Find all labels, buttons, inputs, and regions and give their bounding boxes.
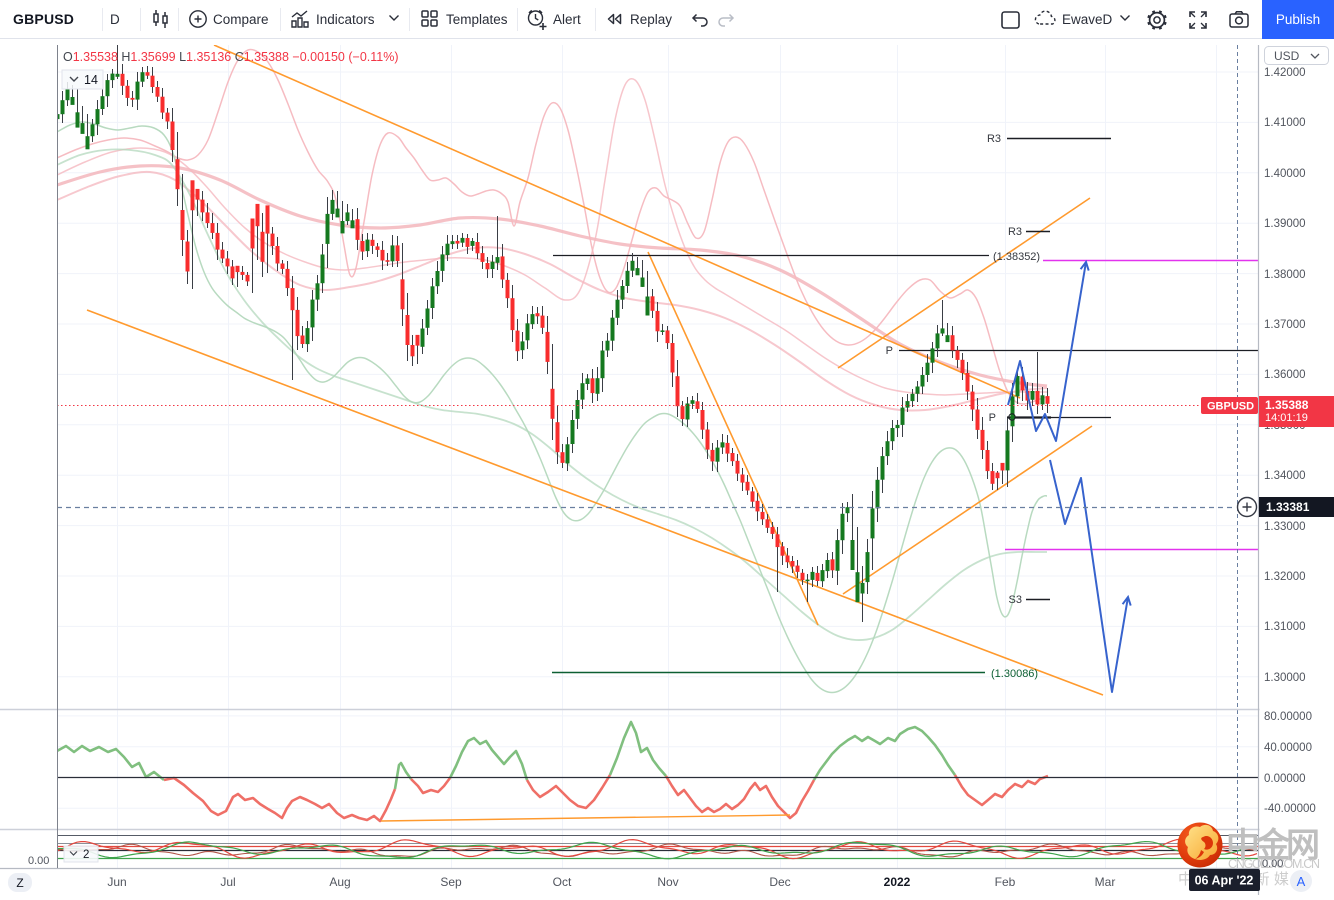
svg-text:P: P [886,345,893,357]
svg-text:1.30000: 1.30000 [1264,672,1306,684]
svg-text:80.00000: 80.00000 [1264,711,1312,723]
svg-text:40.00000: 40.00000 [1264,742,1312,754]
svg-text:1.39000: 1.39000 [1264,218,1306,230]
svg-text:0.00: 0.00 [28,855,49,867]
svg-text:1.38000: 1.38000 [1264,269,1306,281]
svg-text:Aug: Aug [329,875,350,889]
svg-text:(1.30086): (1.30086) [991,668,1038,680]
svg-text:14: 14 [84,73,98,87]
svg-text:1.41000: 1.41000 [1264,117,1306,129]
svg-text:1.31000: 1.31000 [1264,621,1306,633]
svg-text:14:01:19: 14:01:19 [1265,412,1308,424]
svg-text:1.40000: 1.40000 [1264,168,1306,180]
svg-text:Mar: Mar [1095,875,1116,889]
svg-text:Sep: Sep [440,875,462,889]
svg-text:(1.38352): (1.38352) [993,251,1040,263]
svg-text:Oct: Oct [553,875,572,889]
svg-text:P: P [989,412,996,424]
svg-text:R3: R3 [987,133,1001,145]
svg-text:GBPUSD: GBPUSD [1207,401,1254,413]
svg-text:Jun: Jun [107,875,126,889]
svg-text:06 Apr '22: 06 Apr '22 [1195,874,1254,888]
svg-text:-40.00000: -40.00000 [1264,803,1316,815]
svg-text:Z: Z [16,876,23,890]
svg-text:1.33381: 1.33381 [1266,500,1310,514]
svg-text:1.34000: 1.34000 [1264,470,1306,482]
svg-text:2: 2 [83,849,89,861]
svg-text:1.36000: 1.36000 [1264,369,1306,381]
svg-text:Feb: Feb [995,875,1016,889]
svg-text:1.33000: 1.33000 [1264,521,1306,533]
svg-text:Nov: Nov [657,875,678,889]
svg-text:USD: USD [1274,49,1300,63]
svg-text:1.37000: 1.37000 [1264,319,1306,331]
svg-text:A: A [1297,874,1306,889]
svg-text:1.32000: 1.32000 [1264,571,1306,583]
svg-text:1.35388: 1.35388 [1265,398,1309,412]
svg-text:1.42000: 1.42000 [1264,67,1306,79]
svg-text:0.00: 0.00 [1262,858,1283,870]
svg-text:O1.35538 H1.35699 L1.35136 C1.: O1.35538 H1.35699 L1.35136 C1.35388 −0.0… [63,50,399,64]
svg-text:0.00000: 0.00000 [1264,773,1306,785]
svg-text:2022: 2022 [884,875,911,889]
svg-text:Dec: Dec [769,875,790,889]
svg-text:Jul: Jul [220,875,235,889]
svg-text:R3: R3 [1008,226,1022,238]
svg-text:S3: S3 [1009,594,1022,606]
